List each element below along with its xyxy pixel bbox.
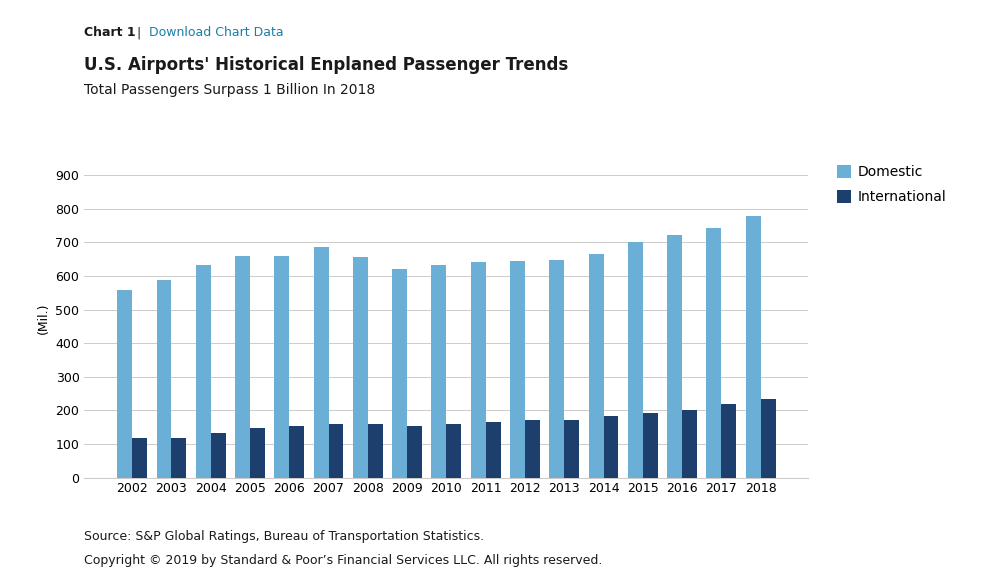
Bar — [628, 242, 643, 478]
Bar — [407, 427, 422, 478]
Bar — [446, 424, 461, 478]
Bar — [706, 228, 721, 478]
Text: Total Passengers Surpass 1 Billion In 2018: Total Passengers Surpass 1 Billion In 20… — [84, 83, 376, 97]
Bar — [588, 254, 603, 478]
Bar — [117, 290, 132, 478]
Bar — [172, 438, 186, 478]
Bar — [682, 410, 697, 478]
Bar — [210, 433, 225, 478]
Text: Copyright © 2019 by Standard & Poor’s Financial Services LLC. All rights reserve: Copyright © 2019 by Standard & Poor’s Fi… — [84, 554, 603, 567]
Bar — [195, 265, 210, 478]
Bar — [603, 416, 618, 478]
Bar — [157, 280, 172, 478]
Bar — [746, 216, 761, 478]
Bar — [290, 427, 305, 478]
Bar — [235, 255, 250, 478]
Legend: Domestic, International: Domestic, International — [837, 165, 946, 205]
Bar — [486, 422, 501, 478]
Text: Source: S&P Global Ratings, Bureau of Transportation Statistics.: Source: S&P Global Ratings, Bureau of Tr… — [84, 530, 484, 543]
Bar — [353, 257, 368, 478]
Bar — [328, 424, 343, 478]
Bar — [471, 263, 486, 478]
Bar — [668, 235, 682, 478]
Text: U.S. Airports' Historical Enplaned Passenger Trends: U.S. Airports' Historical Enplaned Passe… — [84, 56, 568, 74]
Bar — [643, 413, 658, 478]
Bar — [721, 404, 736, 478]
Bar — [368, 424, 383, 478]
Bar — [275, 255, 290, 478]
Bar — [550, 260, 564, 478]
Bar — [564, 420, 579, 478]
Bar — [525, 420, 540, 478]
Bar — [392, 269, 407, 478]
Bar — [250, 428, 265, 478]
Bar — [132, 438, 147, 478]
Text: |: | — [136, 26, 140, 39]
Bar — [761, 399, 776, 478]
Text: Download Chart Data: Download Chart Data — [149, 26, 284, 39]
Bar — [432, 265, 446, 478]
Bar — [313, 247, 328, 478]
Y-axis label: (Mil.): (Mil.) — [37, 302, 50, 333]
Bar — [510, 261, 525, 478]
Text: Chart 1: Chart 1 — [84, 26, 136, 39]
